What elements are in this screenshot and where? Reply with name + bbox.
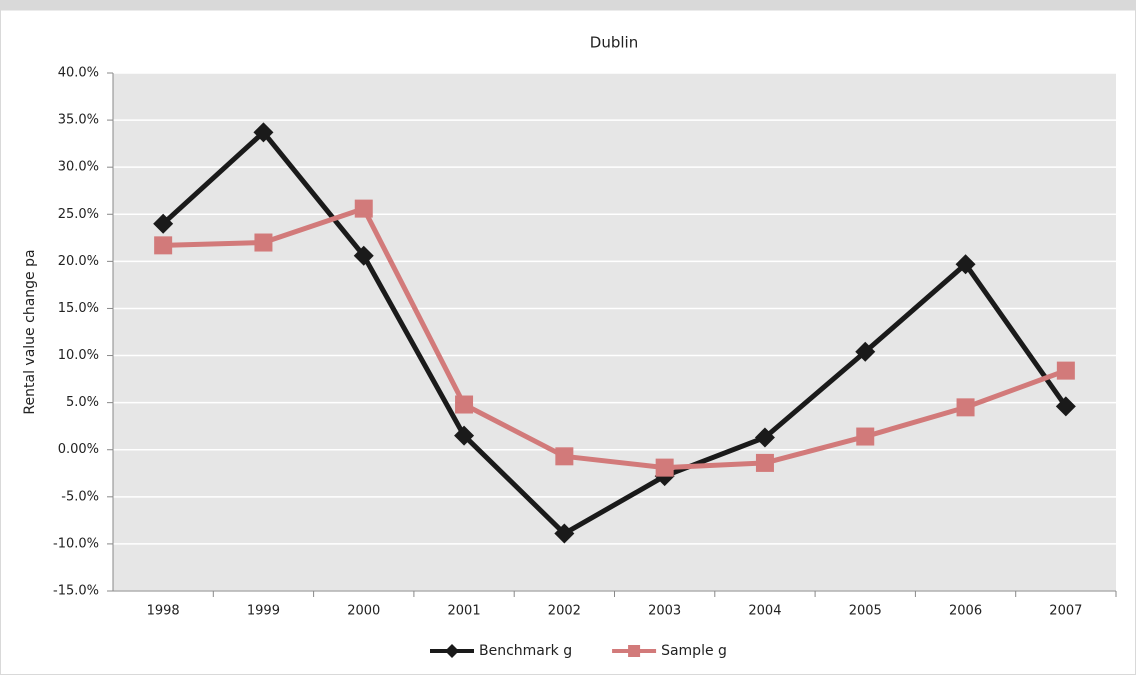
- y-tick-label: 40.0%: [58, 66, 99, 81]
- y-tick-label: 10.0%: [58, 348, 99, 363]
- y-tick-label: 15.0%: [58, 301, 99, 316]
- plot-area: [113, 73, 1116, 591]
- legend-label: Sample g: [661, 643, 727, 659]
- x-tick-label: 2000: [347, 604, 380, 619]
- marker: [153, 213, 174, 234]
- series-line: [161, 129, 1068, 537]
- y-tick-label: 0.00%: [58, 442, 99, 457]
- y-tick-label: 30.0%: [58, 160, 99, 175]
- marker: [1056, 361, 1075, 380]
- x-tick-label: 2002: [548, 604, 581, 619]
- x-tick-label: 2006: [949, 604, 982, 619]
- x-tick-label: 1999: [247, 604, 280, 619]
- top-strip: [0, 0, 1136, 10]
- marker: [755, 453, 774, 472]
- y-tick-label: -10.0%: [53, 536, 99, 551]
- marker: [455, 395, 474, 414]
- marker: [956, 398, 975, 417]
- x-tick-label: 2001: [448, 604, 481, 619]
- marker: [154, 236, 173, 255]
- x-tick-label: 1998: [147, 604, 180, 619]
- legend-marker: [445, 644, 459, 658]
- marker: [354, 199, 373, 218]
- marker: [454, 425, 475, 446]
- marker: [254, 233, 273, 252]
- chart-title: Dublin: [590, 34, 638, 52]
- y-tick-label: 25.0%: [58, 207, 99, 222]
- series-line: [163, 206, 1067, 471]
- marker: [1055, 396, 1076, 417]
- marker: [855, 341, 876, 362]
- marker: [754, 427, 775, 448]
- marker: [856, 427, 875, 446]
- y-tick-label: -5.0%: [61, 489, 99, 504]
- legend-marker: [628, 645, 641, 657]
- y-tick-label: 5.0%: [66, 395, 99, 410]
- marker: [655, 458, 674, 477]
- x-tick-label: 2005: [849, 604, 882, 619]
- x-tick-label: 2004: [748, 604, 781, 619]
- marker: [554, 523, 575, 544]
- y-axis-label: Rental value change pa: [22, 249, 38, 414]
- marker: [555, 447, 574, 466]
- marker: [353, 245, 374, 266]
- legend-label: Benchmark g: [479, 643, 572, 659]
- y-tick-label: -15.0%: [53, 584, 99, 599]
- x-tick-label: 2007: [1049, 604, 1082, 619]
- marker: [955, 254, 976, 275]
- x-tick-label: 2003: [648, 604, 681, 619]
- y-tick-label: 20.0%: [58, 254, 99, 269]
- y-tick-label: 35.0%: [58, 113, 99, 128]
- marker: [253, 122, 274, 143]
